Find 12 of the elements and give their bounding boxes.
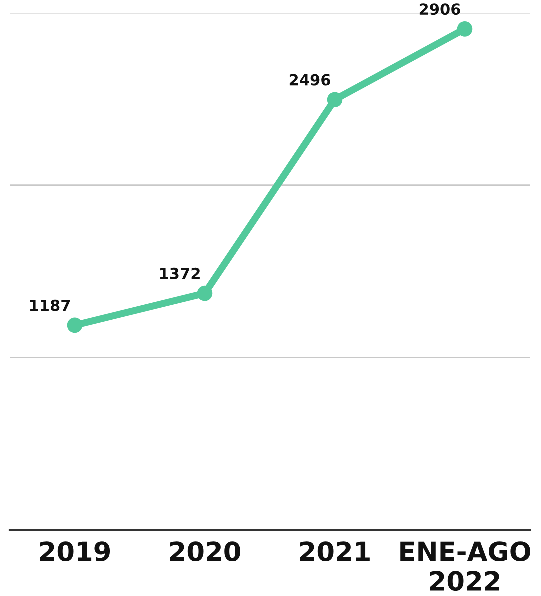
point <box>67 318 83 334</box>
x-tick-label: 2021 <box>300 542 370 562</box>
data-label: 2496 <box>290 74 330 86</box>
data-label: 2906 <box>420 4 460 16</box>
data-label: 1187 <box>30 300 70 312</box>
x-tick-label: 2020 <box>170 542 240 562</box>
x-tick-label: 2019 <box>40 542 110 562</box>
x-tick-label: ENE-AGO 2022 <box>400 542 530 592</box>
point <box>327 92 343 108</box>
data-label: 1372 <box>160 268 200 280</box>
point <box>197 286 213 302</box>
point <box>457 22 473 37</box>
